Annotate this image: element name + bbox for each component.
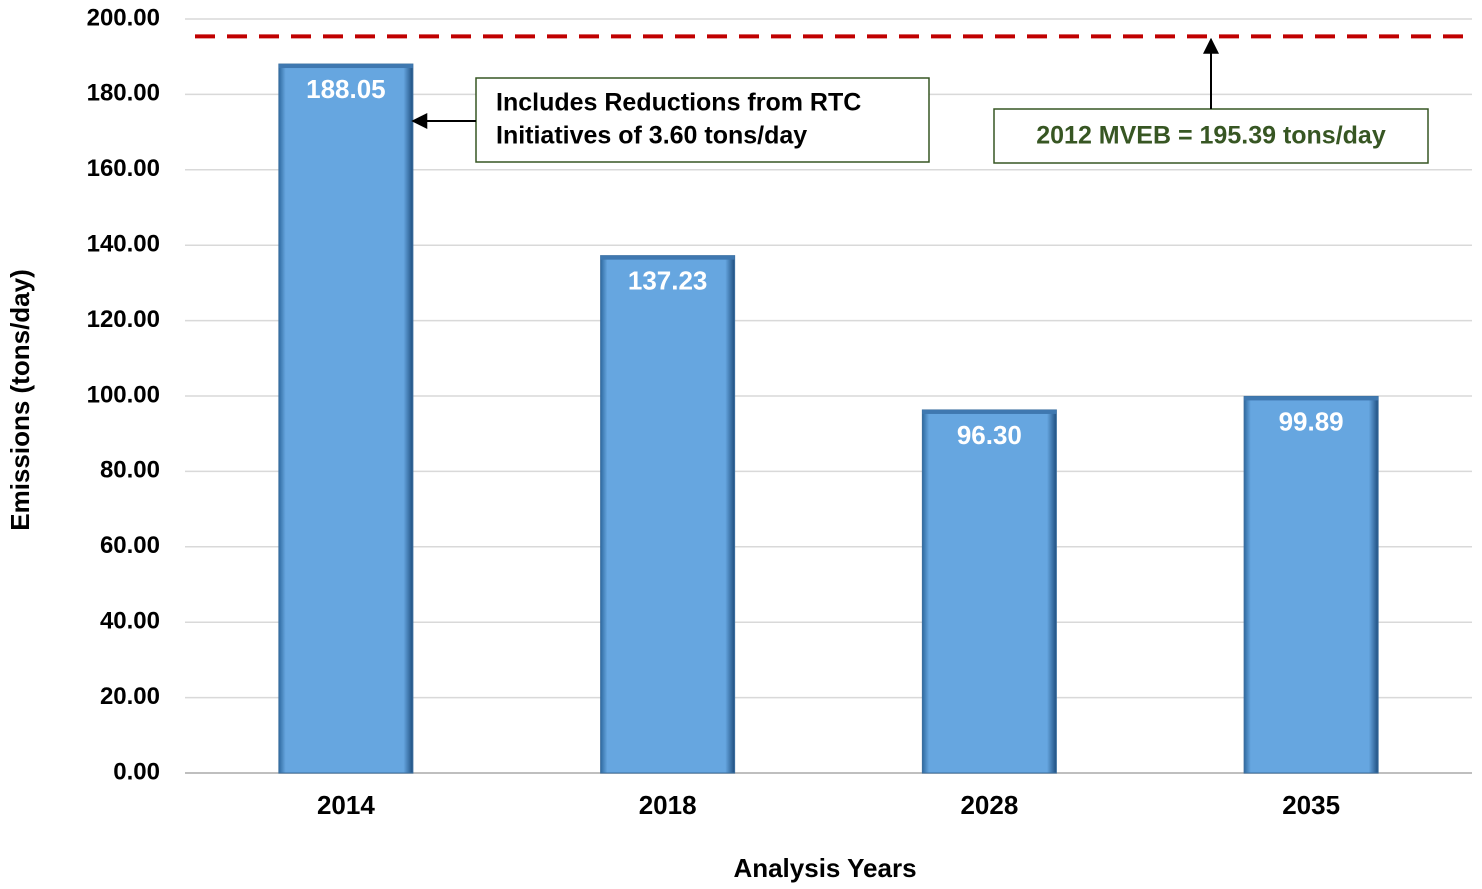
bar bbox=[1243, 395, 1379, 774]
value-label: 188.05 bbox=[306, 74, 386, 104]
x-tick-label: 2035 bbox=[1282, 790, 1340, 820]
bar-top bbox=[922, 409, 1057, 414]
x-tick-label: 2018 bbox=[639, 790, 697, 820]
x-tick-label: 2014 bbox=[317, 790, 375, 820]
bar-top bbox=[278, 64, 413, 69]
x-tick-label: 2028 bbox=[960, 790, 1018, 820]
value-label: 99.89 bbox=[1279, 406, 1344, 436]
x-axis-label: Analysis Years bbox=[733, 853, 916, 883]
y-tick-label: 180.00 bbox=[87, 80, 160, 107]
y-tick-label: 100.00 bbox=[87, 381, 160, 408]
y-tick-label: 120.00 bbox=[87, 306, 160, 333]
y-tick-label: 0.00 bbox=[113, 758, 160, 785]
y-tick-label: 60.00 bbox=[100, 532, 160, 559]
bar bbox=[600, 255, 736, 774]
annotation-text: Initiatives of 3.60 tons/day bbox=[496, 122, 807, 150]
value-label: 137.23 bbox=[628, 266, 708, 296]
y-tick-label: 20.00 bbox=[100, 683, 160, 710]
y-tick-label: 80.00 bbox=[100, 457, 160, 484]
bar bbox=[921, 409, 1057, 774]
bar-top bbox=[600, 255, 735, 260]
annotation-box bbox=[475, 77, 930, 163]
annotation-box bbox=[993, 108, 1429, 164]
y-tick-label: 140.00 bbox=[87, 231, 160, 258]
bar-top bbox=[1244, 396, 1379, 401]
annotation-text: Includes Reductions from RTC bbox=[496, 89, 861, 117]
y-axis-label: Emissions (tons/day) bbox=[5, 269, 35, 531]
y-tick-label: 40.00 bbox=[100, 608, 160, 635]
y-tick-label: 160.00 bbox=[87, 155, 160, 182]
value-label: 96.30 bbox=[957, 420, 1022, 450]
annotation-text: 2012 MVEB = 195.39 tons/day bbox=[1036, 122, 1386, 150]
y-tick-label: 200.00 bbox=[87, 4, 160, 31]
bar bbox=[278, 63, 414, 774]
